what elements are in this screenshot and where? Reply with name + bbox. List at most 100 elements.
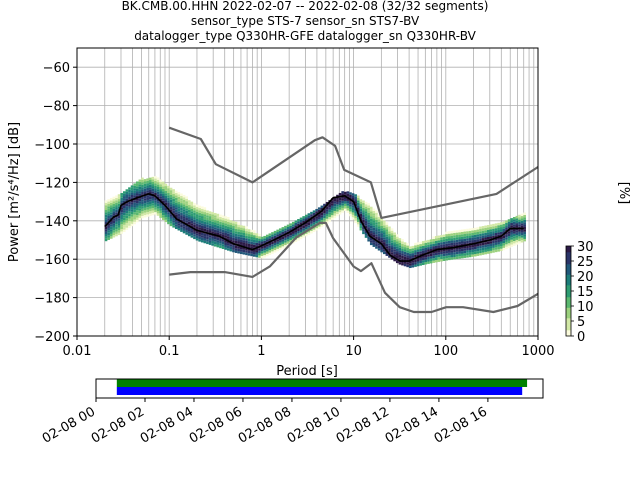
density-cell [414, 250, 417, 253]
colorbar-cell [566, 259, 571, 262]
density-cell [242, 225, 246, 229]
density-cell [239, 227, 243, 231]
density-cell [518, 231, 521, 234]
density-cell [523, 222, 526, 225]
density-cell [141, 208, 144, 212]
density-cell [408, 258, 412, 261]
density-cell [164, 212, 168, 215]
density-cell [455, 235, 459, 238]
density-cell [135, 186, 139, 189]
timeline-tick-label: 02-08 08 [236, 404, 294, 446]
density-cell [229, 225, 233, 228]
density-cell [250, 236, 253, 240]
density-cell [177, 192, 181, 195]
density-cell [372, 213, 376, 216]
density-cell [427, 254, 430, 257]
density-cell [229, 246, 233, 250]
density-cell [232, 237, 235, 241]
density-cell [523, 212, 526, 215]
density-cell [182, 214, 186, 217]
density-cell [172, 210, 175, 214]
density-cell [156, 208, 160, 212]
density-cell [120, 224, 123, 227]
density-cell [499, 243, 503, 247]
density-cell [328, 212, 331, 215]
density-cell [133, 217, 136, 220]
density-cell [216, 220, 220, 224]
colorbar-cell [566, 250, 571, 253]
density-cell [208, 242, 212, 245]
density-cell [310, 211, 313, 215]
density-cell [302, 220, 305, 224]
density-cell [432, 246, 435, 249]
y-tick-label: −180 [34, 292, 70, 307]
density-cell [336, 206, 339, 210]
density-cell [297, 219, 300, 222]
density-cell [484, 242, 487, 245]
density-cell [484, 251, 487, 255]
density-cell [159, 184, 162, 187]
density-cell [369, 242, 373, 246]
density-cell [271, 241, 274, 245]
density-cell [354, 201, 357, 204]
density-cell [185, 215, 188, 218]
density-cell [133, 183, 136, 186]
density-cell [156, 213, 160, 216]
density-cell [211, 240, 214, 244]
density-cell [219, 243, 222, 246]
density-cell [138, 181, 142, 185]
density-cell [115, 233, 118, 237]
density-cell [258, 241, 261, 244]
density-cell [203, 236, 207, 239]
density-cell [133, 219, 136, 222]
density-cell [317, 226, 321, 229]
colorbar-cell [566, 312, 571, 314]
density-cell [424, 240, 428, 243]
density-cell [479, 228, 482, 232]
density-cell [414, 262, 417, 265]
density-cell [489, 236, 493, 239]
density-cell [330, 215, 334, 218]
density-cell [112, 223, 116, 226]
density-cell [346, 191, 350, 194]
title-line-2: sensor_type STS-7 sensor_sn STS7-BV [191, 14, 420, 28]
density-cell [367, 203, 370, 206]
density-cell [174, 195, 178, 198]
density-cell [265, 239, 269, 242]
density-cell [260, 251, 264, 254]
density-cell [294, 220, 298, 223]
density-cell [479, 231, 482, 234]
density-cell [109, 217, 113, 220]
density-cell [476, 243, 480, 247]
density-cell [195, 226, 199, 229]
density-cell [125, 213, 129, 216]
title-line-3: datalogger_type Q330HR-GFE datalogger_sn… [134, 29, 476, 43]
density-cell [143, 186, 147, 189]
density-cell [159, 205, 162, 209]
density-cell [432, 250, 435, 254]
density-cell [359, 206, 363, 209]
colorbar-label: [%] [616, 182, 631, 205]
density-cell [447, 252, 451, 256]
density-cell [445, 246, 448, 249]
density-cell [208, 211, 212, 214]
density-cell [310, 221, 313, 224]
density-cell [385, 253, 389, 256]
density-cell [307, 230, 311, 233]
density-cell [281, 243, 285, 247]
colorbar-cell [566, 318, 571, 320]
density-cell [359, 199, 363, 202]
density-cell [476, 234, 480, 237]
density-cell [479, 248, 482, 251]
density-cell [141, 187, 144, 190]
density-cell [499, 227, 503, 230]
density-cell [421, 250, 425, 254]
density-cell [130, 204, 134, 207]
density-cell [440, 256, 443, 260]
density-cell [234, 238, 238, 241]
density-cell [362, 202, 365, 206]
y-tick-label: −120 [34, 176, 70, 191]
density-cell [398, 242, 402, 246]
density-cell [375, 210, 378, 213]
density-cell [195, 206, 199, 210]
